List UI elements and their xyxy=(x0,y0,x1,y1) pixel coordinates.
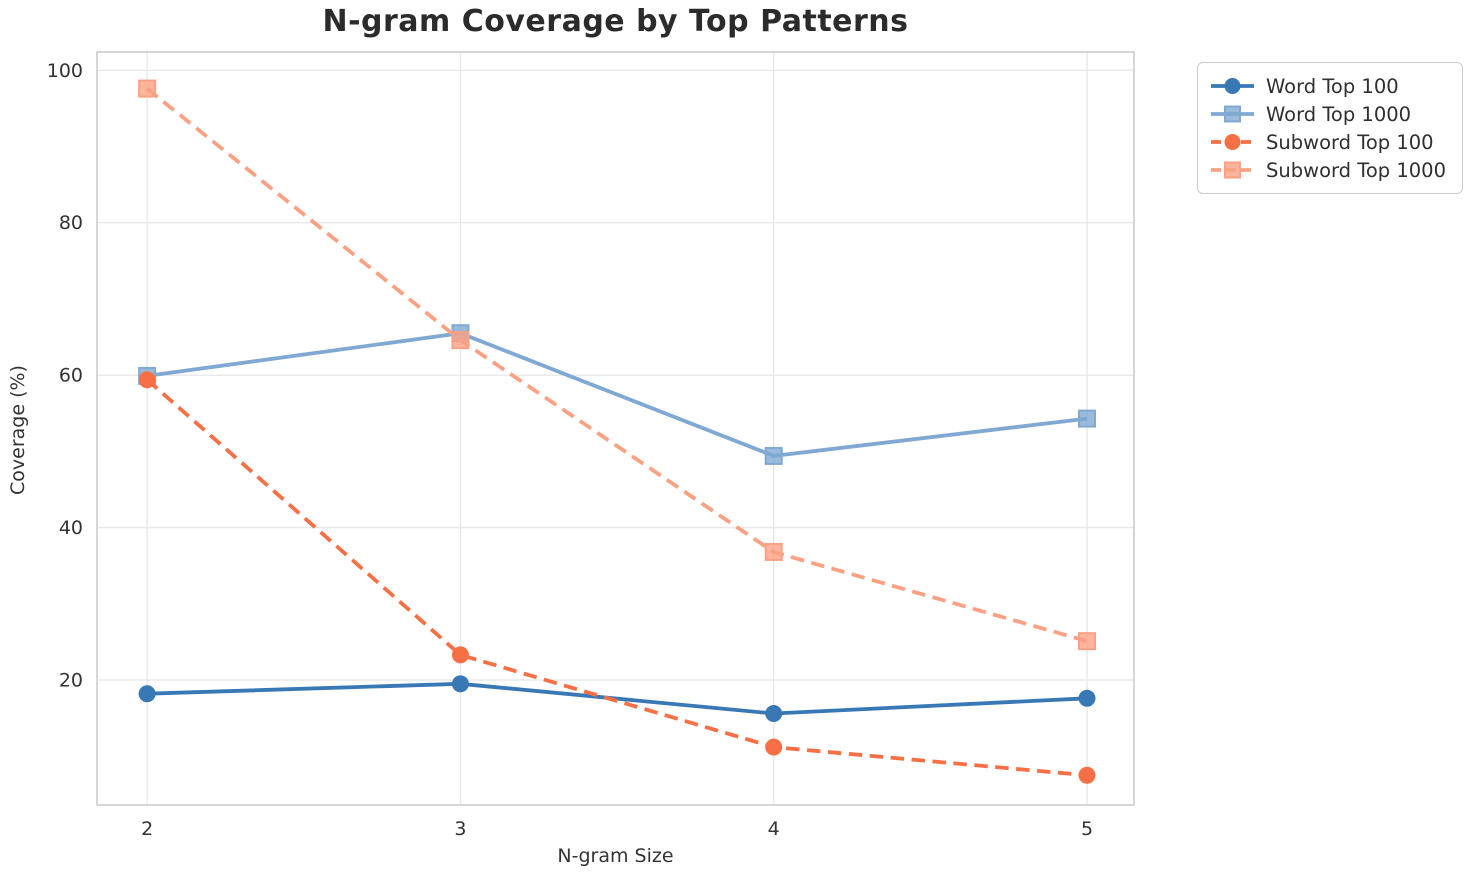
series-subword-top-1000 xyxy=(138,79,1097,651)
data-point-marker xyxy=(765,705,783,723)
legend-label: Word Top 100 xyxy=(1266,74,1399,98)
x-tick-label: 5 xyxy=(1081,818,1093,840)
data-point-marker xyxy=(451,646,469,664)
legend-line-circle-icon xyxy=(1211,134,1254,150)
data-point-marker xyxy=(1078,689,1096,707)
data-point-marker xyxy=(765,738,783,756)
axes-spines xyxy=(96,51,1135,806)
series-subword-top-100 xyxy=(138,371,1096,784)
legend: Word Top 100 Word Top 1000 Subword Top 100… xyxy=(1197,62,1463,194)
legend-glyph-marker xyxy=(1224,134,1241,150)
legend-label: Word Top 1000 xyxy=(1266,102,1412,126)
data-point-marker xyxy=(1078,409,1097,428)
legend-line-square-icon xyxy=(1211,105,1254,123)
data-point-marker xyxy=(764,446,783,465)
x-tick-label: 2 xyxy=(141,818,153,840)
legend-glyph-marker xyxy=(1224,78,1241,94)
data-point-marker xyxy=(138,685,156,703)
y-tick-label: 40 xyxy=(59,517,83,539)
x-tick-label: 3 xyxy=(454,818,466,840)
legend-item: Word Top 100 xyxy=(1209,72,1448,100)
legend-glyph-marker xyxy=(1224,161,1241,179)
legend-label: Subword Top 1000 xyxy=(1266,158,1446,182)
series-word-top-100 xyxy=(138,675,1096,723)
series-line xyxy=(145,87,1088,643)
x-axis-label: N-gram Size xyxy=(557,845,674,867)
data-point-marker xyxy=(764,542,783,561)
legend-item: Subword Top 100 xyxy=(1209,128,1448,156)
y-tick-label: 60 xyxy=(59,365,83,387)
data-point-marker xyxy=(1078,632,1097,651)
y-tick-label: 80 xyxy=(59,212,83,234)
legend-glyph-marker xyxy=(1224,105,1241,123)
legend-item: Word Top 1000 xyxy=(1209,100,1448,128)
y-tick-label: 20 xyxy=(59,670,83,692)
chart-title: N-gram Coverage by Top Patterns xyxy=(322,4,909,39)
y-tick-label: 100 xyxy=(47,60,83,82)
data-point-marker xyxy=(451,675,469,693)
legend-line-square-icon xyxy=(1211,161,1254,179)
series-line xyxy=(147,681,1088,716)
data-point-marker xyxy=(1078,766,1096,784)
series-line xyxy=(146,331,1088,458)
series-line xyxy=(145,378,1088,778)
legend-label: Subword Top 100 xyxy=(1266,130,1434,154)
data-point-marker xyxy=(138,79,157,98)
legend-item: Subword Top 1000 xyxy=(1209,156,1448,184)
x-tick-label: 4 xyxy=(768,818,780,840)
data-point-marker xyxy=(451,331,470,350)
legend-line-circle-icon xyxy=(1211,78,1254,94)
data-point-marker xyxy=(138,371,156,389)
